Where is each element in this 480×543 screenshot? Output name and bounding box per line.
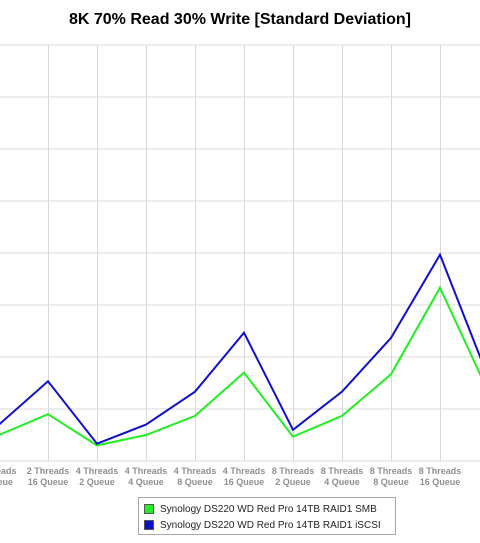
series-line-1 — [0, 252, 480, 445]
x-tick-label: 16 Queue — [28, 477, 69, 487]
legend-swatch-smb — [144, 504, 154, 514]
legend-label-smb: Synology DS220 WD Red Pro 14TB RAID1 SMB — [160, 503, 377, 515]
x-tick-label: Queue — [0, 477, 13, 487]
grid — [0, 44, 480, 462]
x-tick-label: Threads — [0, 466, 17, 476]
series-line-0 — [0, 285, 480, 447]
series-lines — [0, 252, 480, 447]
x-tick-label: 4 Queue — [324, 477, 360, 487]
x-tick-label: 8 Threads — [370, 466, 413, 476]
x-tick-label: 16 Queue — [224, 477, 265, 487]
x-tick-label: 4 Queue — [128, 477, 164, 487]
x-tick-label: 4 Threads — [174, 466, 217, 476]
x-tick-label: 8 Threads — [419, 466, 462, 476]
x-tick-label: 2 Queue — [79, 477, 115, 487]
x-tick-label: 16 Queue — [420, 477, 461, 487]
x-tick-label: 4 Threads — [125, 466, 168, 476]
x-tick-label: 8 Queue — [373, 477, 409, 487]
legend-swatch-iscsi — [144, 520, 154, 530]
x-tick-label: 2 Queue — [275, 477, 311, 487]
x-tick-label: 8 Threads — [272, 466, 315, 476]
chart-title: 8K 70% Read 30% Write [Standard Deviatio… — [68, 11, 412, 28]
x-tick-label: 4 Threads — [223, 466, 266, 476]
legend-item-smb: Synology DS220 WD Red Pro 14TB RAID1 SMB — [144, 501, 395, 517]
x-tick-label: 4 Threads — [76, 466, 119, 476]
x-tick-label: 8 Queue — [177, 477, 213, 487]
legend-label-iscsi: Synology DS220 WD Red Pro 14TB RAID1 iSC… — [160, 519, 381, 531]
legend-item-iscsi: Synology DS220 WD Red Pro 14TB RAID1 iSC… — [144, 517, 395, 533]
x-tick-label: 8 Threads — [321, 466, 364, 476]
x-tick-label: 2 Threads — [27, 466, 70, 476]
legend: Synology DS220 WD Red Pro 14TB RAID1 SMB… — [138, 497, 396, 535]
